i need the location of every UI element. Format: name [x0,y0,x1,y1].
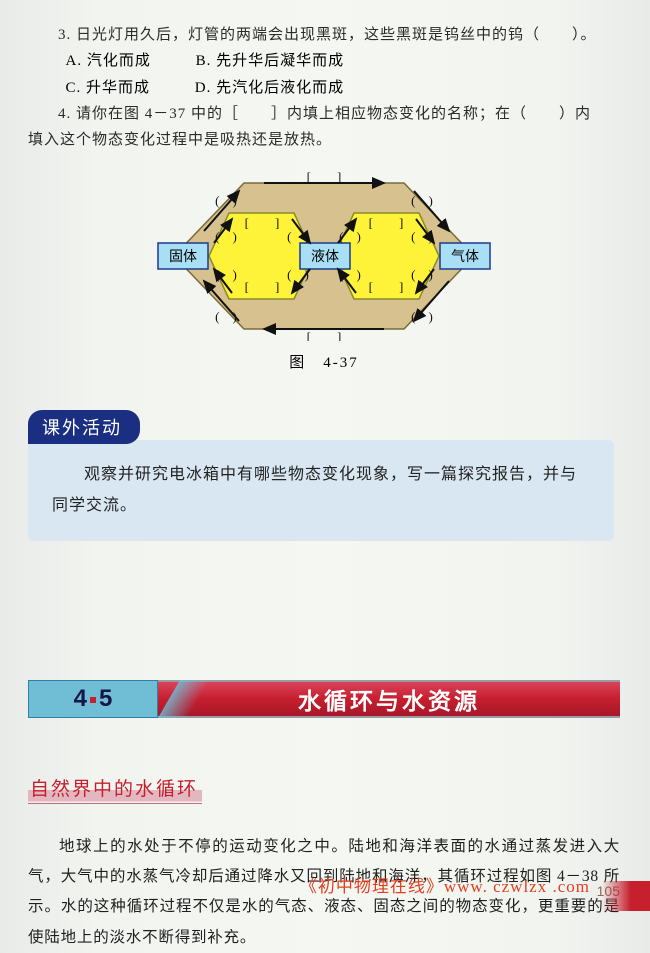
section-number: 45 [74,685,113,713]
svg-text:( ): ( ) [287,229,309,244]
section-header: 45 水循环与水资源 [28,676,620,722]
activity-box: 观察并研究电冰箱中有哪些物态变化现象，写一篇探究报告，并与 同学交流。 [28,440,614,541]
body-paragraph: 地球上的水处于不停的运动变化之中。陆地和海洋表面的水通过蒸发进入大气，大气中的水… [28,832,620,953]
figure-4-37: 固体 液体 气体 [ ] [ ] ( ) ( ) ( ) ( ) [ ] [ ] [ ] [ ] ( ) (… [28,171,620,372]
activity-text-1: 观察并研究电冰箱中有哪些物态变化现象，写一篇探究报告，并与 [52,460,590,490]
q3-options-row1: A. 汽化而成 B. 先升华后凝华而成 [66,48,621,74]
svg-text:( ): ( ) [287,267,309,282]
svg-text:( ): ( ) [215,229,237,244]
section-title: 水循环与水资源 [298,682,480,716]
svg-text:[ ]: [ ] [245,215,280,230]
state-change-diagram: 固体 液体 气体 [ ] [ ] ( ) ( ) ( ) ( ) [ ] [ ] [ ] [ ] ( ) (… [114,171,534,341]
svg-text:( ): ( ) [215,193,237,208]
svg-text:[ ]: [ ] [307,171,342,184]
q3-optA: A. 汽化而成 [66,48,151,74]
figure-caption: 图 4-37 [28,351,620,372]
edge-tab [602,881,650,911]
svg-text:[ ]: [ ] [369,215,404,230]
q3-optB: B. 先升华后凝华而成 [196,48,345,74]
svg-text:固体: 固体 [169,249,197,265]
svg-text:气体: 气体 [451,249,479,265]
svg-text:( ): ( ) [339,267,361,282]
svg-text:( ): ( ) [215,267,237,282]
svg-text:( ): ( ) [215,309,237,324]
svg-text:液体: 液体 [311,249,339,265]
svg-text:( ): ( ) [411,309,433,324]
svg-text:( ): ( ) [411,193,433,208]
activity-text-2: 同学交流。 [52,491,590,521]
svg-text:( ): ( ) [411,267,433,282]
svg-text:( ): ( ) [339,229,361,244]
q4-line1: 4. 请你在图 4－37 中的［ ］内填上相应物态变化的名称；在（ ）内 [28,101,620,127]
section-dot-icon [90,697,96,703]
svg-text:[ ]: [ ] [245,279,280,294]
q4-line2: 填入这个物态变化过程中是吸热还是放热。 [28,127,620,153]
subheading-wrap: 自然界中的水循环 [28,774,620,804]
q3-stem: 3. 日光灯用久后，灯管的两端会出现黑斑，这些黑斑是钨丝中的钨（ ）。 [28,22,620,48]
svg-text:[ ]: [ ] [369,279,404,294]
section-number-box: 45 [28,680,158,718]
svg-text:( ): ( ) [411,229,433,244]
q3-optC: C. 升华而成 [66,75,151,101]
activity-badge: 课外活动 [28,410,140,444]
section-num-minor: 5 [99,685,112,712]
svg-text:[ ]: [ ] [307,329,342,341]
subheading: 自然界中的水循环 [28,774,202,804]
q3-options-row2: C. 升华而成 D. 先汽化后液化而成 [66,75,621,101]
q3-optD: D. 先汽化后液化而成 [195,75,344,101]
section-num-major: 4 [74,685,87,712]
section-title-bar: 水循环与水资源 [158,680,620,718]
